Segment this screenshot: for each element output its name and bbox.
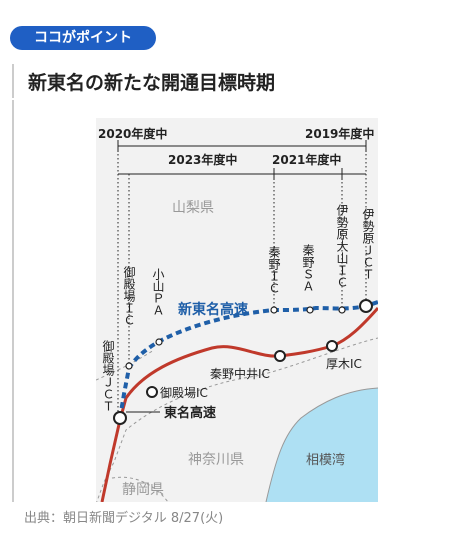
oyama-pa-marker bbox=[155, 338, 163, 346]
label-2019: 2019年度中 bbox=[305, 126, 374, 141]
label-hadano-sa: 秦野ＳＡ bbox=[301, 244, 315, 292]
map-panel: 2020年度中 2019年度中 2023年度中 2021年度中 山梨県 神奈川県… bbox=[95, 118, 380, 505]
shin-tomei-route bbox=[118, 300, 379, 419]
label-isehara-oyama-ic: 伊勢原大山ＩＣ bbox=[335, 204, 349, 288]
source-caption: 出典：朝日新聞デジタル 8/27(火) bbox=[24, 511, 224, 526]
prefecture-border-yamanashi bbox=[95, 349, 155, 381]
gotemba-ic-new-marker bbox=[125, 362, 133, 370]
label-oyama-pa: 小山ＰＡ bbox=[151, 268, 165, 316]
label-hadano-ic: 秦野ＩＣ bbox=[267, 246, 281, 294]
label-2023: 2023年度中 bbox=[168, 152, 237, 167]
label-isehara-jct: 伊勢原ＪＣＴ bbox=[361, 208, 375, 280]
tomei-expressway-route bbox=[100, 307, 380, 503]
label-gotemba-jct: 御殿場ＪＣＴ bbox=[101, 339, 115, 412]
hadano-nakai-ic-marker bbox=[274, 350, 286, 362]
atsugi-ic-marker bbox=[326, 340, 338, 352]
label-2020: 2020年度中 bbox=[98, 126, 167, 141]
expressway-map: 2020年度中 2019年度中 2023年度中 2021年度中 山梨県 神奈川県… bbox=[95, 118, 380, 505]
label-tomei: 東名高速 bbox=[164, 405, 216, 421]
label-2021: 2021年度中 bbox=[272, 152, 341, 167]
gotemba-ic-tomei-marker bbox=[146, 386, 158, 398]
coastline bbox=[265, 387, 379, 503]
label-hadano-nakai-ic: 秦野中井IC bbox=[210, 366, 270, 381]
gotemba-jct-marker bbox=[113, 411, 127, 425]
region-sagami-bay: 相模湾 bbox=[306, 452, 345, 468]
left-rule bbox=[12, 100, 14, 502]
region-kanagawa: 神奈川県 bbox=[188, 452, 244, 468]
label-shin-tomei: 新東名高速 bbox=[178, 301, 248, 318]
isehara-jct-marker bbox=[359, 299, 373, 313]
isehara-oyama-ic-marker bbox=[338, 306, 346, 314]
label-atsugi-ic: 厚木IC bbox=[326, 357, 362, 371]
prefecture-border-kanagawa bbox=[95, 337, 379, 505]
point-badge: ココがポイント bbox=[10, 26, 156, 50]
region-shizuoka: 静岡県 bbox=[122, 482, 164, 498]
label-gotemba-ic-new: 御殿場ＩＣ bbox=[122, 265, 136, 326]
region-yamanashi: 山梨県 bbox=[172, 200, 214, 216]
hadano-ic-marker bbox=[270, 306, 278, 314]
sagami-bay-area bbox=[266, 388, 378, 502]
prefecture-border-shizuoka bbox=[111, 476, 169, 503]
label-gotemba-ic-tomei: 御殿場IC bbox=[160, 385, 208, 400]
title-row: 新東名の新たな開通目標時期 bbox=[12, 64, 454, 98]
page-title: 新東名の新たな開通目標時期 bbox=[28, 72, 276, 94]
hadano-sa-marker bbox=[306, 306, 314, 314]
